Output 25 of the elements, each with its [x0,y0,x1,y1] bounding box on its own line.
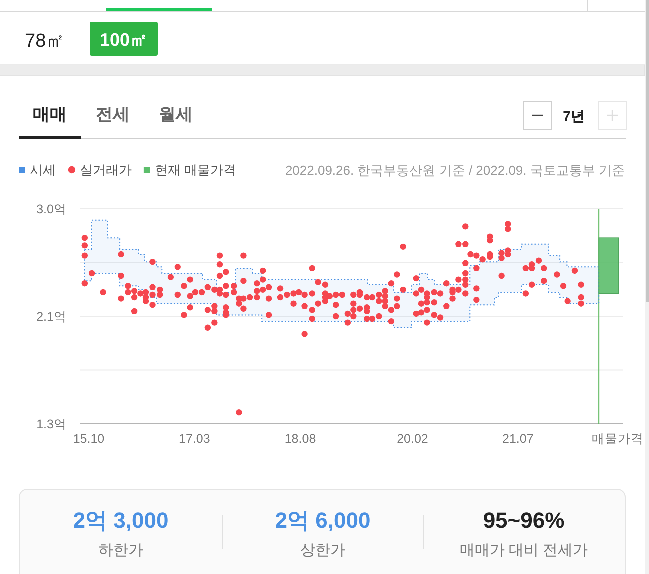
x-tick-label: 20.02 [397,432,428,446]
text: 78㎡ [25,31,66,52]
text: 상한가 [300,542,346,559]
text: 전세 [96,105,130,124]
text: 100㎡ [100,30,148,50]
text: 2억 3,000 [73,508,169,533]
text: 하한가 [98,542,144,559]
text: 매매 [33,105,67,124]
x-tick-label: 17.03 [179,432,210,446]
y-tick-label: 2.1억 [36,310,67,324]
x-tick-label: 18.08 [284,432,316,446]
legend-label: 실거래가 [80,162,132,178]
y-tick-label: 3.0억 [36,202,67,216]
legend-label: 현재 매물가격 [154,162,237,178]
text: 월세 [159,105,193,124]
text: 2022.09.26. 한국부동산원 기준 / 2022.09. 국토교통부 기준 [285,163,625,178]
y-tick-label: 1.3억 [36,418,67,432]
text: 매매가 대비 전세가 [460,542,588,559]
x-tick-label: 매물가격 [592,432,644,446]
x-tick-label: 21.07 [502,432,534,446]
text: 7년 [563,108,585,124]
text: 95~96% [483,508,565,533]
x-tick-label: 15.10 [73,432,105,446]
text: 2억 6,000 [275,508,371,533]
legend-label: 시세 [30,162,56,178]
